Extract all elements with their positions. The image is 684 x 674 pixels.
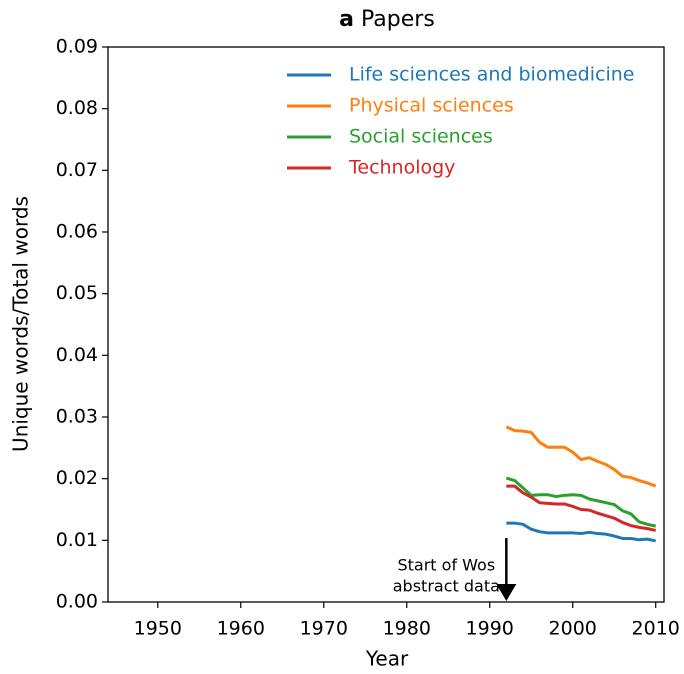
- x-tick-label: 1950: [134, 618, 182, 640]
- title-label: a: [339, 7, 354, 32]
- y-tick-label: 0.05: [56, 282, 98, 304]
- x-tick-label: 1980: [383, 618, 431, 640]
- y-tick-label: 0.04: [56, 344, 98, 366]
- y-axis-label: Unique words/Total words: [9, 196, 33, 452]
- annotation-text: abstract data: [393, 577, 500, 596]
- y-tick-label: 0.09: [56, 36, 98, 58]
- y-tick-label: 0.01: [56, 529, 98, 551]
- y-tick-label: 0.02: [56, 467, 98, 489]
- annotation-text: Start of Wos: [397, 556, 495, 575]
- y-tick-label: 0.06: [56, 221, 98, 243]
- plot-frame: [107, 46, 665, 603]
- y-tick-label: 0.00: [56, 591, 98, 613]
- legend-label: Physical sciences: [349, 95, 514, 117]
- x-axis-label: Year: [365, 647, 409, 671]
- y-tick-label: 0.07: [56, 159, 98, 181]
- legend-label: Technology: [348, 157, 455, 179]
- series-line: [506, 521, 657, 543]
- x-tick-label: 1970: [300, 618, 348, 640]
- series-line: [505, 425, 657, 488]
- chart-title: a Papers: [339, 7, 435, 32]
- x-tick-label: 2000: [549, 618, 597, 640]
- legend-label: Life sciences and biomedicine: [349, 64, 634, 86]
- series-line: [505, 476, 657, 528]
- y-tick-label: 0.03: [56, 406, 98, 428]
- legend-label: Social sciences: [349, 126, 493, 148]
- title-text: Papers: [361, 7, 435, 32]
- x-tick-label: 2010: [632, 618, 680, 640]
- series-line: [506, 484, 657, 532]
- y-tick-label: 0.08: [56, 97, 98, 119]
- x-tick-label: 1990: [466, 618, 514, 640]
- annotation-arrowhead: [496, 584, 517, 601]
- x-tick-label: 1960: [217, 618, 265, 640]
